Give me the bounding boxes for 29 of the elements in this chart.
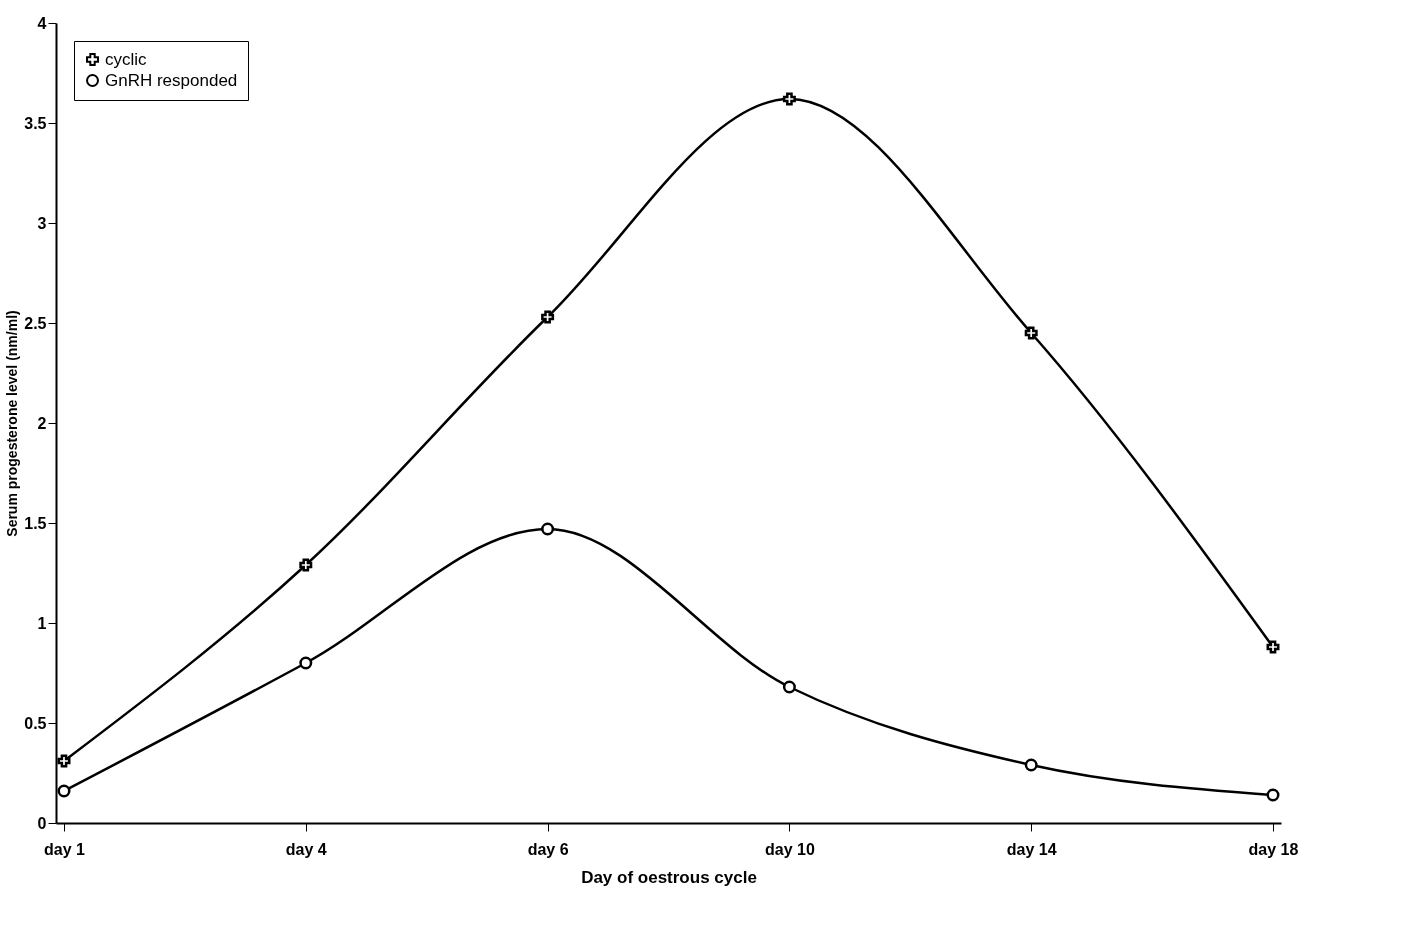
y-axis-title: Serum progesterone level (nm/ml) [4, 310, 21, 537]
x-tick-label: day 14 [1006, 840, 1057, 858]
point [782, 680, 796, 694]
y-tick-label: 3 [37, 214, 47, 232]
x-tick-label: day 6 [527, 840, 569, 858]
x-tick-label: day 18 [1248, 840, 1299, 858]
y-tick-label: 3.5 [24, 114, 47, 132]
y-tick-label: 1.5 [24, 514, 47, 532]
point [541, 310, 555, 324]
point [782, 92, 796, 106]
legend-label: GnRH responded [105, 70, 238, 90]
point [541, 522, 555, 536]
x-tick-label: day 1 [44, 840, 86, 858]
y-tick-label: 4 [37, 14, 47, 32]
x-axis-title: Day of oestrous cycle [581, 867, 757, 887]
y-tick-label: 0.5 [24, 714, 47, 732]
x-tick-label: day 10 [764, 840, 815, 858]
y-tick-label: 0 [37, 814, 47, 832]
y-tick-label: 2.5 [24, 314, 47, 332]
point [299, 656, 313, 670]
y-tick-label: 2 [37, 414, 47, 432]
point [1266, 788, 1280, 802]
legend-label: cyclic [105, 49, 148, 69]
point [1024, 758, 1038, 772]
x-tick-label: day 4 [285, 840, 327, 858]
point [57, 784, 71, 798]
point [1024, 326, 1038, 340]
point [299, 558, 313, 572]
y-tick-label: 1 [37, 614, 47, 632]
